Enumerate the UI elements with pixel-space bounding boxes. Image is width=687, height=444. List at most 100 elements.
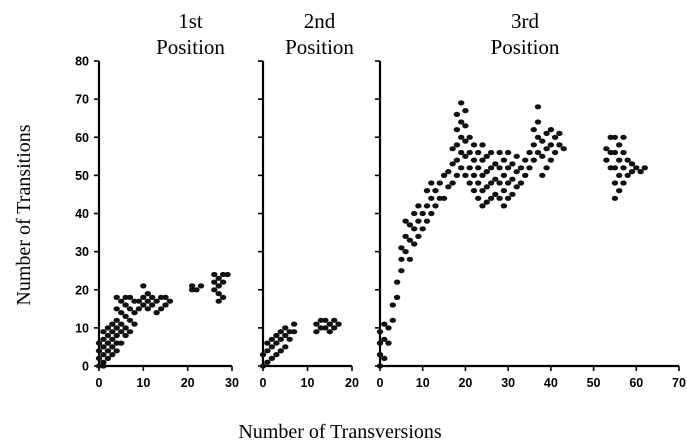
data-point <box>453 111 461 117</box>
data-point <box>153 310 160 316</box>
data-point <box>453 142 461 148</box>
data-point <box>428 180 435 186</box>
data-point <box>166 298 174 304</box>
data-point <box>551 149 559 156</box>
data-point <box>406 222 414 228</box>
data-point <box>543 165 550 171</box>
data-point <box>539 138 546 144</box>
data-point <box>122 313 129 319</box>
data-point <box>496 180 503 186</box>
data-point <box>475 149 482 156</box>
data-point <box>504 165 512 171</box>
data-point <box>95 355 103 361</box>
data-point <box>522 157 529 163</box>
data-point <box>509 191 516 197</box>
x-tick-label: 30 <box>225 376 239 390</box>
y-tick-label: 10 <box>75 321 89 335</box>
data-point <box>603 157 610 163</box>
data-point <box>466 165 473 171</box>
data-point <box>462 138 469 144</box>
data-point <box>157 294 165 300</box>
data-point <box>277 329 284 335</box>
data-point <box>140 302 147 308</box>
y-tick-label: 50 <box>75 169 89 183</box>
data-point <box>539 172 546 178</box>
data-point <box>144 291 151 297</box>
data-point <box>273 352 280 358</box>
data-point <box>277 348 284 354</box>
data-point <box>620 134 627 140</box>
data-point <box>419 226 426 232</box>
data-point <box>122 332 129 339</box>
y-tick-label: 60 <box>75 131 89 145</box>
x-axis-label: Number of Transversions <box>238 421 442 443</box>
data-point <box>543 146 550 152</box>
x-tick-label: 20 <box>181 376 195 390</box>
data-point <box>504 180 512 186</box>
x-tick-label: 60 <box>629 376 643 390</box>
data-point <box>95 363 103 369</box>
data-point <box>109 321 116 327</box>
data-point <box>504 149 512 156</box>
data-point <box>466 149 473 156</box>
data-point <box>118 340 125 346</box>
data-point <box>492 176 499 182</box>
data-point <box>458 165 465 171</box>
panel-3-title-line2: Position <box>491 35 560 59</box>
data-point <box>628 169 636 175</box>
y-tick-label: 0 <box>82 360 89 374</box>
data-point <box>500 157 508 163</box>
data-point <box>620 180 627 186</box>
data-point <box>286 336 293 342</box>
y-tick-label: 20 <box>75 283 89 297</box>
data-point <box>487 195 495 201</box>
data-point <box>188 283 196 289</box>
panel-1-title-line1: 1st <box>178 9 203 33</box>
data-point <box>393 294 401 300</box>
data-point <box>411 210 418 217</box>
data-point <box>393 279 401 285</box>
data-point <box>458 149 465 156</box>
data-point <box>449 180 456 186</box>
data-point <box>500 172 508 178</box>
data-point <box>326 329 333 335</box>
data-point <box>104 355 112 361</box>
data-point <box>496 149 503 156</box>
data-point <box>479 188 486 194</box>
data-point <box>517 165 525 171</box>
data-point <box>483 199 490 205</box>
data-point <box>551 134 559 140</box>
data-point <box>197 283 205 289</box>
data-point <box>331 317 338 323</box>
data-point <box>428 195 435 201</box>
data-point <box>496 195 503 201</box>
data-point <box>530 157 537 163</box>
data-point <box>458 134 465 140</box>
data-point <box>620 149 627 156</box>
data-point <box>487 149 495 156</box>
x-tick-label: 40 <box>544 376 558 390</box>
data-point <box>389 302 396 308</box>
panel-1-title-line2: Position <box>156 35 225 59</box>
data-point <box>402 233 409 239</box>
x-tick-label: 0 <box>96 376 103 390</box>
data-point <box>530 127 537 133</box>
data-point <box>282 325 289 331</box>
data-point <box>411 241 418 247</box>
data-point <box>313 321 320 327</box>
data-point <box>556 142 563 148</box>
data-point <box>522 172 529 178</box>
data-point <box>126 329 134 335</box>
y-tick-label: 30 <box>75 245 89 259</box>
data-point <box>131 298 138 304</box>
data-point <box>162 302 169 308</box>
data-point <box>126 317 134 323</box>
data-point <box>398 268 405 274</box>
data-point <box>126 306 134 312</box>
x-tick-label: 50 <box>587 376 601 390</box>
data-point <box>500 203 508 209</box>
data-point <box>376 340 384 346</box>
